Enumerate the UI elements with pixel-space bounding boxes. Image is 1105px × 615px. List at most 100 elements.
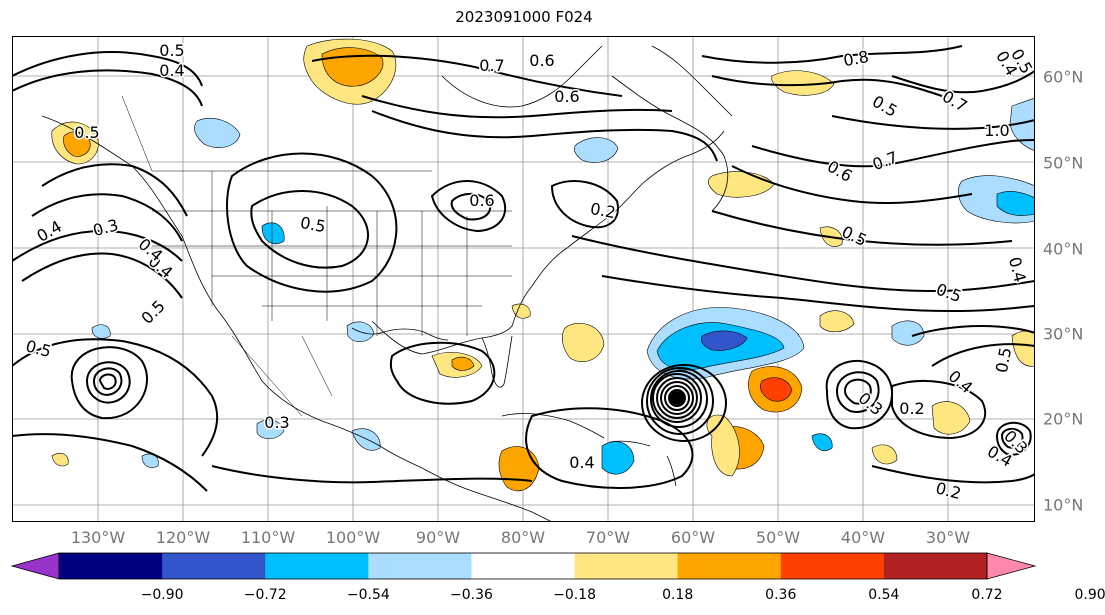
contour-0.5-sw <box>12 338 219 457</box>
florida <box>481 335 513 388</box>
contour-0.7-ne2 <box>831 115 1035 130</box>
longitude-label: 110°W <box>240 528 296 547</box>
contour-label: 0.5 <box>159 41 184 60</box>
contour-label: 0.5 <box>839 222 870 250</box>
contour-0.3-east2 <box>450 192 492 221</box>
colorbar-tick-label: −0.90 <box>140 587 184 603</box>
patch-sw-blue <box>261 222 285 245</box>
contour-label: 0.5 <box>934 280 964 307</box>
patch-central-am-orange <box>498 446 540 492</box>
contour-label: 0.2 <box>899 399 924 418</box>
colorbar-cell <box>780 553 885 579</box>
longitude-label: 90°W <box>415 528 461 547</box>
latitude-label: 10°N <box>1043 495 1084 515</box>
contour-label: 0.3 <box>855 388 887 419</box>
contour-label: 0.3 <box>264 413 289 432</box>
contour-far-east-0.3 <box>931 343 1035 367</box>
coastlines <box>41 45 733 522</box>
contour-label: 0.4 <box>159 61 184 80</box>
latitude-label: 60°N <box>1043 67 1084 87</box>
contour-label: 0.5 <box>869 92 901 121</box>
colorbar-cell <box>59 553 163 579</box>
contour-0.5-mid <box>571 235 1035 293</box>
antilles <box>666 455 677 487</box>
longitude-label: 80°W <box>500 528 546 547</box>
colorbar-extend-high <box>986 552 1037 580</box>
contour-north-2 <box>371 110 718 162</box>
colorbar-tick-label: 0.18 <box>662 587 694 603</box>
contour-0.2-se <box>871 465 1035 484</box>
patch-pnw-core <box>63 131 91 157</box>
latitude-label: 40°N <box>1043 239 1084 259</box>
gulf-coast <box>351 327 449 341</box>
contour-label: 0.8 <box>842 47 870 70</box>
contour-west-c <box>41 163 188 217</box>
hudson-bay <box>441 45 603 108</box>
us-east-coast <box>371 130 725 355</box>
contour-far-east-2 <box>1000 428 1024 449</box>
patch-sw-yellow <box>51 452 69 467</box>
colorbar-cell <box>471 553 576 579</box>
contour-label: 0.5 <box>299 213 327 236</box>
cuba <box>501 413 605 439</box>
patch-quebec-blue <box>573 137 619 163</box>
contour-0.7-mid <box>731 165 973 204</box>
contour-central-2 <box>226 152 398 293</box>
labrador <box>611 75 729 212</box>
contour-0.8 <box>711 75 943 97</box>
contour-north-1 <box>361 95 673 119</box>
patch-mid-yellow <box>819 310 855 333</box>
contour-west-b <box>31 193 183 242</box>
contour-0.4-nw <box>12 69 203 107</box>
contour-label-group: 0.50.4 0.7 0.6 0.80.5 0.71.00.70.60.50.40.50… <box>22 40 1035 505</box>
contour-label: 0.4 <box>569 453 594 472</box>
colorbar-cell <box>162 553 266 579</box>
north-america-coast <box>41 115 553 522</box>
patch-pac-blue2 <box>141 453 159 468</box>
state-borders <box>121 95 512 417</box>
contour-0.5-east <box>550 180 619 229</box>
latitude-label: 30°N <box>1043 324 1084 344</box>
contour-0.2-carib <box>525 407 694 489</box>
patch-atlantic-yellow <box>708 171 775 198</box>
colorbar-tick-label: 0.54 <box>868 587 900 603</box>
contour-east-low-3 <box>825 360 893 430</box>
colorbar <box>10 552 1037 580</box>
contour-west-0.5 <box>21 252 183 299</box>
map-panel: 0.5 0.4 0.7 0.6 0.8 0.5 0.7 1.0 0.7 0.6 0.5 0.4 0.5 0… <box>12 36 1035 522</box>
longitude-label: 100°W <box>325 528 381 547</box>
contours <box>12 45 1035 492</box>
contour-pacific-low-3 <box>98 373 117 390</box>
patch-carib-blue <box>601 441 635 475</box>
longitude-label: 120°W <box>155 528 211 547</box>
contour-label: 0.5 <box>992 346 1015 374</box>
contour-label: 0.6 <box>554 87 579 106</box>
patch-mex-blue <box>256 419 285 440</box>
contour-pacific-low-2 <box>92 367 123 396</box>
contour-west-0.4 <box>12 229 183 262</box>
patch-pacific-blue <box>91 324 111 339</box>
hurricane-center <box>669 391 685 405</box>
contour-south-line <box>211 465 533 484</box>
colorbar-cell <box>265 553 369 579</box>
contour-0.7-ne <box>311 54 623 97</box>
contour-label: 0.6 <box>469 191 494 210</box>
colorbar-cell <box>883 553 988 579</box>
contour-gulf-low <box>389 341 496 405</box>
patch-caribbean-yellow <box>561 323 605 362</box>
colorbar-outline <box>58 552 988 580</box>
contour-label: 0.6 <box>529 51 554 70</box>
patch-hurricane-red <box>760 377 793 402</box>
contour-label: 0.2 <box>589 199 617 222</box>
contour-pacific-low-1 <box>85 361 131 404</box>
colorbar-tick-label: −0.36 <box>449 587 493 603</box>
longitude-label: 40°W <box>840 528 886 547</box>
contour-label: 0.7 <box>870 148 900 175</box>
map-title: 2023091000 F024 <box>455 8 593 26</box>
contour-label: 0.6 <box>824 157 856 186</box>
contour-far-east-1 <box>995 421 1032 456</box>
colorbar-tick-label: −0.54 <box>346 587 390 603</box>
contour-east-low-1 <box>835 371 880 413</box>
patch-hurricane-blue-core <box>701 330 748 351</box>
shaded-patches <box>51 38 1035 492</box>
